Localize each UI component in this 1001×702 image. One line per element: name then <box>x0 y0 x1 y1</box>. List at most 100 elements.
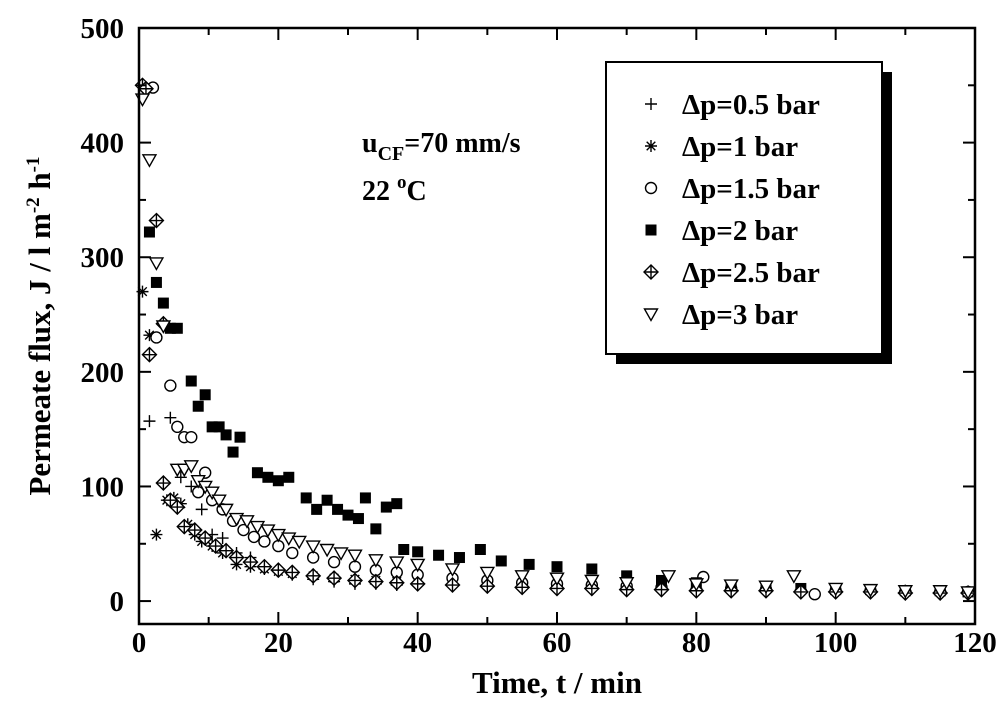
data-point <box>479 578 496 595</box>
data-point <box>660 570 677 584</box>
data-point <box>141 346 158 363</box>
data-point <box>228 512 245 527</box>
data-point <box>352 513 364 525</box>
data-point <box>479 566 496 581</box>
data-point <box>388 574 405 591</box>
x-tick-label: 100 <box>814 627 858 659</box>
data-point <box>171 420 184 434</box>
data-point <box>932 585 948 599</box>
temperature-annotation-num: 22 <box>362 176 397 207</box>
legend-marker <box>645 224 657 236</box>
data-point <box>409 575 426 592</box>
data-point <box>453 552 465 564</box>
data-point <box>346 572 363 589</box>
legend-label: Δp=1 bar <box>682 131 798 163</box>
velocity-annotation-u: u <box>362 128 378 159</box>
data-point <box>283 471 295 483</box>
data-point <box>204 486 220 501</box>
data-point <box>228 549 245 566</box>
legend-marker <box>643 264 659 280</box>
data-point <box>514 570 530 584</box>
data-point <box>584 574 600 589</box>
data-point <box>300 492 312 504</box>
data-point <box>960 586 976 600</box>
x-tick-label: 0 <box>132 627 147 659</box>
legend-label: Δp=3 bar <box>682 299 798 331</box>
data-point <box>808 588 821 601</box>
data-point <box>862 583 879 598</box>
data-point <box>251 467 263 479</box>
y-axis-title-sup1: -2 <box>23 197 44 213</box>
legend-marker <box>643 308 659 322</box>
data-point <box>586 563 598 575</box>
data-point <box>380 501 392 513</box>
data-point <box>409 558 426 573</box>
data-point <box>143 415 156 428</box>
data-point <box>792 583 809 600</box>
data-point <box>444 577 461 594</box>
data-point <box>150 528 163 541</box>
data-point <box>359 492 371 504</box>
data-point <box>171 322 183 334</box>
y-axis-title-sup2: -1 <box>23 156 44 172</box>
data-point <box>185 430 198 444</box>
data-point <box>164 411 177 424</box>
y-tick-label: 500 <box>81 13 125 45</box>
data-point <box>367 573 384 590</box>
data-point <box>195 503 208 516</box>
data-point <box>247 530 261 544</box>
data-point <box>368 554 384 568</box>
series-6 <box>134 93 976 600</box>
data-point <box>216 532 229 545</box>
data-point <box>444 563 461 577</box>
data-point <box>262 471 274 483</box>
y-tick-label: 100 <box>81 471 125 503</box>
data-point <box>185 480 198 493</box>
data-point <box>164 322 176 334</box>
series-5 <box>134 77 977 602</box>
legend-marker <box>645 98 657 110</box>
legend-entry: Δp=3 bar <box>643 299 798 331</box>
data-point <box>332 503 344 515</box>
data-point <box>398 544 410 555</box>
legend-label: Δp=1.5 bar <box>682 173 820 205</box>
legend-label: Δp=2 bar <box>682 215 798 247</box>
temperature-annotation-unit: C <box>407 176 427 207</box>
y-tick-label: 0 <box>110 586 125 618</box>
data-point <box>286 546 299 560</box>
legend-marker <box>644 181 658 195</box>
data-point <box>148 257 165 271</box>
data-point <box>197 530 214 547</box>
data-point <box>391 498 403 510</box>
data-point <box>370 523 382 535</box>
x-tick-label: 60 <box>543 627 572 659</box>
x-tick-label: 40 <box>403 627 432 659</box>
data-point <box>291 535 307 550</box>
data-point <box>412 546 424 558</box>
data-point <box>260 524 276 538</box>
data-point <box>150 276 162 288</box>
data-point <box>270 562 287 579</box>
data-point <box>621 570 633 582</box>
data-point <box>234 431 246 443</box>
data-point <box>143 226 155 238</box>
data-point <box>333 547 349 561</box>
data-point <box>321 494 333 506</box>
y-axis-title-mid: h <box>22 172 57 197</box>
data-point <box>183 460 199 474</box>
data-point <box>207 538 224 555</box>
legend-label: Δp=0.5 bar <box>682 89 820 121</box>
data-point <box>786 570 802 584</box>
data-point <box>192 400 204 412</box>
legend-entry: Δp=0.5 bar <box>645 89 820 121</box>
data-point <box>164 379 177 392</box>
legend-entry: Δp=1.5 bar <box>644 173 820 205</box>
legend-entry: Δp=2.5 bar <box>643 257 820 289</box>
legend-label: Δp=2.5 bar <box>682 257 820 289</box>
data-point <box>185 375 197 387</box>
data-point <box>723 579 739 593</box>
data-point <box>758 580 774 595</box>
data-point <box>157 297 169 309</box>
temperature-annotation: 22 oC <box>362 172 427 207</box>
